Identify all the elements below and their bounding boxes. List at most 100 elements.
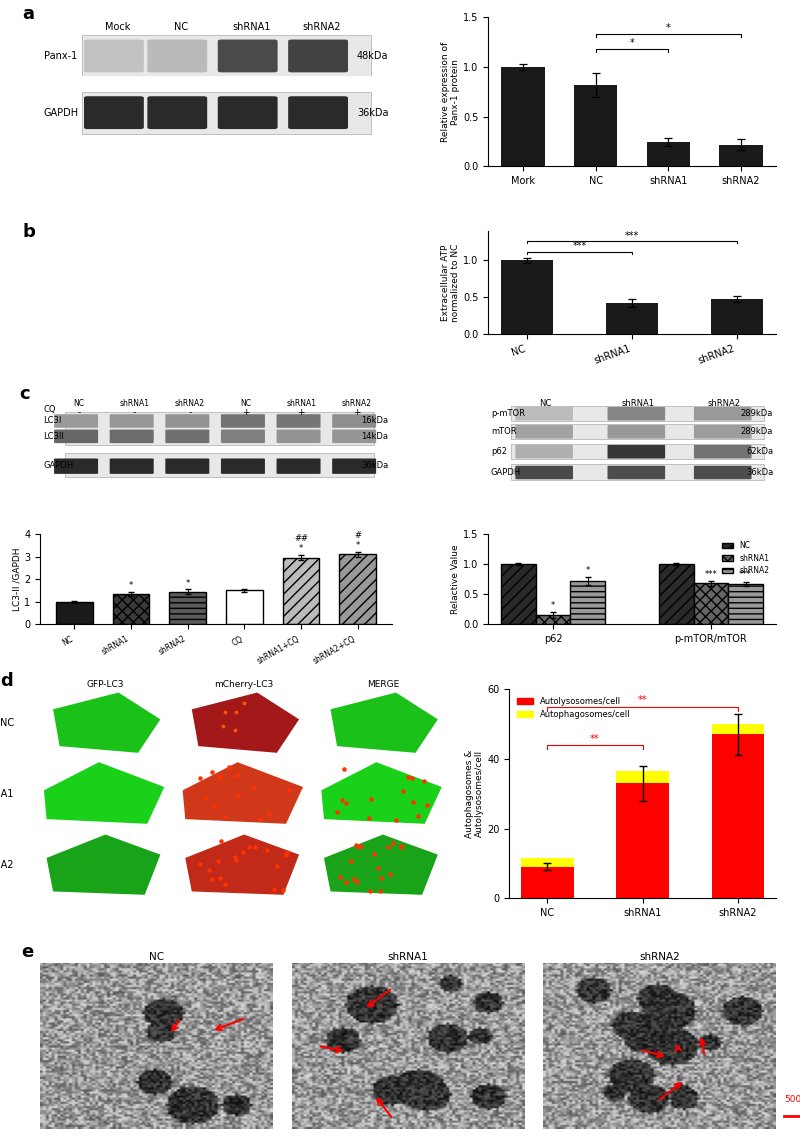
Point (406, 769, 418, 788)
Bar (659, 565, 694, 624)
FancyBboxPatch shape (332, 430, 376, 443)
Point (390, 812, 402, 830)
Text: **: ** (638, 695, 647, 705)
Point (412, 807, 425, 825)
Point (219, 874, 232, 893)
Point (350, 872, 363, 890)
Point (214, 768, 226, 786)
Point (248, 778, 261, 797)
Text: CQ: CQ (43, 405, 56, 414)
Bar (711, 724, 764, 735)
Text: Panx-1: Panx-1 (43, 51, 77, 61)
Text: GAPDH: GAPDH (43, 462, 74, 470)
Text: 48kDa: 48kDa (357, 51, 389, 61)
FancyBboxPatch shape (82, 91, 371, 134)
Bar (339, 554, 376, 624)
Point (214, 869, 226, 887)
Text: c: c (19, 385, 30, 402)
Text: *: * (666, 23, 670, 33)
FancyBboxPatch shape (288, 40, 348, 72)
Text: 36kDa: 36kDa (357, 107, 389, 118)
Bar (501, 67, 545, 167)
Point (386, 833, 399, 852)
Text: NC: NC (74, 399, 84, 408)
Point (421, 796, 434, 814)
Legend: NC, shRNA1, shRNA2: NC, shRNA1, shRNA2 (718, 538, 772, 578)
FancyBboxPatch shape (288, 96, 348, 129)
Text: -: - (77, 408, 80, 417)
Point (339, 793, 352, 812)
Point (418, 772, 430, 790)
Point (270, 857, 283, 876)
FancyBboxPatch shape (277, 430, 321, 443)
Point (199, 789, 212, 807)
Text: LC3II: LC3II (43, 432, 64, 441)
Text: NC: NC (240, 399, 251, 408)
FancyBboxPatch shape (221, 430, 265, 443)
Text: *: * (586, 566, 590, 575)
Text: 289kDa: 289kDa (741, 427, 773, 437)
FancyBboxPatch shape (82, 35, 371, 77)
FancyBboxPatch shape (221, 414, 265, 427)
Point (368, 845, 381, 863)
Point (281, 842, 294, 861)
FancyBboxPatch shape (54, 458, 98, 474)
Point (216, 718, 229, 736)
Point (277, 881, 290, 900)
Text: shRNA2: shRNA2 (0, 860, 14, 870)
Point (395, 838, 408, 856)
Text: *: * (129, 582, 133, 590)
FancyBboxPatch shape (65, 453, 374, 477)
Text: shRNA2: shRNA2 (175, 399, 205, 408)
FancyBboxPatch shape (511, 464, 765, 480)
Bar (728, 584, 763, 624)
Text: ***: *** (573, 241, 586, 251)
FancyBboxPatch shape (607, 407, 665, 421)
Point (336, 791, 349, 809)
Text: **: ** (590, 734, 600, 744)
Text: 14kDa: 14kDa (362, 432, 389, 441)
Text: shRNA1: shRNA1 (286, 399, 316, 408)
Point (206, 764, 218, 782)
Text: ***: *** (739, 570, 752, 580)
Point (214, 832, 227, 850)
Polygon shape (192, 693, 299, 753)
FancyBboxPatch shape (607, 445, 665, 458)
FancyBboxPatch shape (511, 406, 765, 421)
FancyBboxPatch shape (84, 96, 144, 129)
Point (354, 838, 367, 856)
Text: p62: p62 (491, 447, 507, 456)
Bar (226, 591, 262, 624)
Text: mTOR: mTOR (491, 427, 517, 437)
Bar (710, 299, 763, 334)
Text: ##
*: ## * (294, 534, 308, 553)
Point (249, 838, 262, 856)
Text: 36kDa: 36kDa (362, 462, 389, 470)
Text: *: * (630, 38, 634, 48)
Text: +: + (353, 408, 361, 417)
FancyBboxPatch shape (110, 414, 154, 427)
Bar (501, 565, 536, 624)
FancyBboxPatch shape (54, 414, 98, 427)
Polygon shape (182, 762, 303, 824)
Text: +: + (298, 408, 305, 417)
Point (218, 703, 231, 721)
FancyBboxPatch shape (166, 458, 210, 474)
FancyBboxPatch shape (218, 40, 278, 72)
Text: d: d (1, 672, 14, 690)
Point (362, 809, 375, 828)
Text: GAPDH: GAPDH (43, 107, 78, 118)
Point (352, 838, 365, 856)
FancyBboxPatch shape (147, 40, 207, 72)
Bar (570, 581, 605, 624)
Text: NC: NC (174, 22, 188, 32)
Bar (711, 735, 764, 898)
FancyBboxPatch shape (511, 424, 765, 439)
Title: mCherry-LC3: mCherry-LC3 (214, 680, 274, 689)
Text: *: * (186, 578, 190, 588)
Text: 36kDa: 36kDa (746, 467, 773, 477)
Text: #
*: # * (354, 530, 361, 550)
Text: -: - (188, 408, 191, 417)
Point (230, 703, 242, 721)
Bar (574, 85, 618, 167)
